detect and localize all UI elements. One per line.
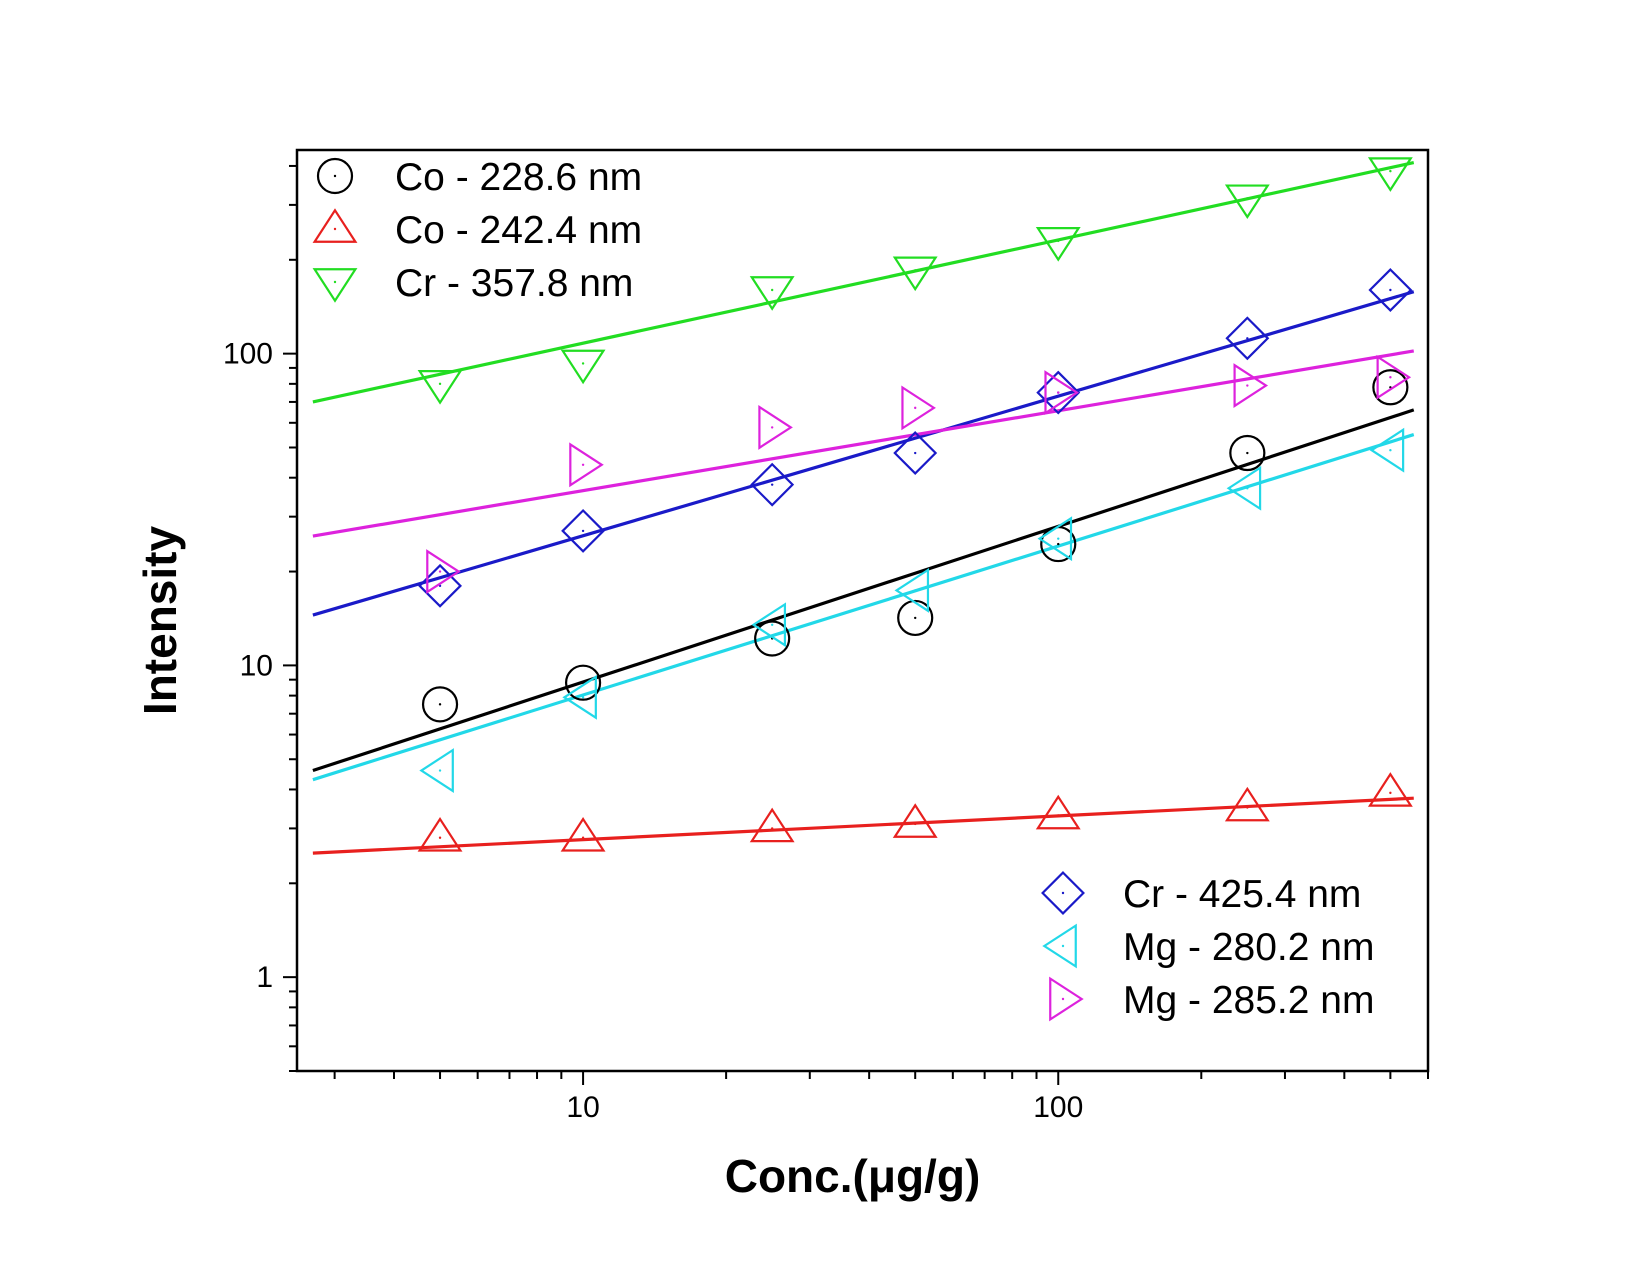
y-tick-label: 100 <box>223 338 273 371</box>
y-tick-label: 10 <box>240 649 273 682</box>
data-point-cr-357-8-nm <box>560 349 606 385</box>
legend-marker-co-228-6-nm <box>316 157 354 195</box>
data-point-cr-425-4-nm <box>1225 316 1270 361</box>
data-point-mg-285-2-nm <box>1233 363 1269 408</box>
y-tick-label: 1 <box>256 961 273 994</box>
data-point-co-242-4-nm <box>749 807 795 843</box>
data-point-mg-285-2-nm <box>1044 370 1079 416</box>
data-point-co-228-6-nm <box>564 664 602 701</box>
data-point-mg-280-2-nm <box>1226 465 1262 511</box>
data-point-co-242-4-nm <box>417 817 463 852</box>
data-point-cr-357-8-nm <box>749 276 795 311</box>
x-axis-title: Conc.(μg/g) <box>725 1150 981 1202</box>
legend-entry-mg-285-2-nm: Mg - 285.2 nm <box>1049 976 1374 1022</box>
legend-marker-mg-280-2-nm <box>1042 923 1077 969</box>
legend-marker-cr-425-4-nm <box>1041 871 1085 915</box>
data-point-cr-425-4-nm <box>750 462 795 507</box>
legend-label: Mg - 280.2 nm <box>1123 926 1374 969</box>
legend-marker-mg-285-2-nm <box>1049 976 1084 1022</box>
data-point-mg-280-2-nm <box>419 748 454 793</box>
legend-marker-co-242-4-nm <box>312 208 358 243</box>
legend-label: Co - 228.6 nm <box>395 156 642 199</box>
data-point-cr-425-4-nm <box>1368 268 1413 312</box>
legend-entry-cr-425-4-nm: Cr - 425.4 nm <box>1041 871 1361 916</box>
data-point-mg-285-2-nm <box>1376 354 1412 400</box>
legend-label: Mg - 285.2 nm <box>1123 979 1374 1022</box>
legend-label: Cr - 425.4 nm <box>1123 873 1361 916</box>
fit-line-cr-425-4-nm <box>312 290 1415 617</box>
fit-line-co-242-4-nm <box>312 796 1414 855</box>
data-point-co-242-4-nm <box>892 803 938 838</box>
data-point-co-228-6-nm <box>1229 434 1266 472</box>
data-point-cr-357-8-nm <box>417 370 463 405</box>
data-markers <box>417 157 1413 852</box>
fit-line-mg-280-2-nm <box>312 433 1415 782</box>
plot-frame <box>295 148 1430 1073</box>
x-tick-label: 10 <box>566 1091 599 1124</box>
legend-entry-co-228-6-nm: Co - 228.6 nm <box>316 156 642 199</box>
data-point-mg-285-2-nm <box>426 549 461 594</box>
data-point-mg-280-2-nm <box>1369 427 1405 473</box>
data-point-co-228-6-nm <box>421 686 459 723</box>
fit-line-co-228-6-nm <box>312 408 1415 773</box>
data-point-mg-280-2-nm <box>1037 516 1073 562</box>
data-point-co-242-4-nm <box>560 817 606 852</box>
legend-label: Co - 242.4 nm <box>395 209 642 252</box>
data-point-cr-425-4-nm <box>561 508 606 553</box>
data-point-mg-280-2-nm <box>562 674 597 720</box>
data-point-cr-357-8-nm <box>892 256 938 292</box>
data-point-cr-425-4-nm <box>893 431 938 475</box>
fit-line-mg-285-2-nm <box>312 349 1415 538</box>
data-point-co-242-4-nm <box>1035 794 1081 830</box>
data-point-mg-285-2-nm <box>758 404 793 450</box>
legend-marker-cr-357-8-nm <box>312 268 358 303</box>
axes: 10 100 1 10 100 Conc.(μg/g) Intensity <box>134 148 1430 1202</box>
legend-label: Cr - 357.8 nm <box>395 262 633 305</box>
data-point-co-242-4-nm <box>1367 772 1413 807</box>
fit-line-cr-357-8-nm <box>312 161 1415 404</box>
data-point-cr-357-8-nm <box>1367 157 1413 192</box>
data-point-co-242-4-nm <box>1224 786 1270 822</box>
data-point-co-228-6-nm <box>897 599 934 637</box>
legends: Co - 228.6 nm Co - 242.4 nm Cr - 357.8 nm C… <box>312 156 1374 1022</box>
data-point-cr-357-8-nm <box>1035 227 1081 262</box>
legend-entry-mg-280-2-nm: Mg - 280.2 nm <box>1042 923 1374 969</box>
fit-lines <box>312 161 1415 855</box>
x-tick-label: 100 <box>1033 1091 1083 1124</box>
data-point-mg-285-2-nm <box>569 442 604 488</box>
data-point-mg-285-2-nm <box>901 385 936 431</box>
data-point-mg-280-2-nm <box>894 567 930 613</box>
y-axis-title: Intensity <box>134 526 186 716</box>
legend-entry-cr-357-8-nm: Cr - 357.8 nm <box>312 262 633 305</box>
data-point-mg-280-2-nm <box>751 602 787 648</box>
data-point-cr-357-8-nm <box>1224 184 1270 220</box>
legend-entry-co-242-4-nm: Co - 242.4 nm <box>312 208 642 252</box>
